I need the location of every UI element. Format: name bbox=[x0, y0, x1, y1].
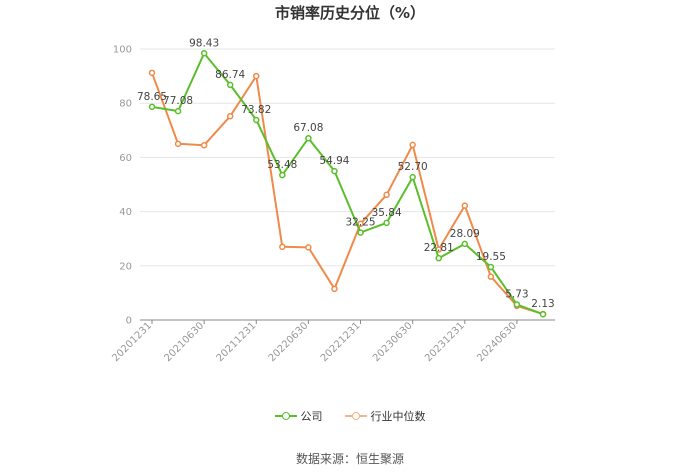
data-point bbox=[200, 50, 208, 57]
legend-item-company[interactable]: 公司 bbox=[274, 408, 323, 424]
data-label: 67.08 bbox=[293, 122, 323, 134]
x-tick-label: 20211231 bbox=[215, 320, 259, 364]
data-label: 53.48 bbox=[267, 159, 297, 171]
legend-item-industry-median[interactable]: 行业中位数 bbox=[344, 408, 426, 424]
data-point bbox=[383, 219, 390, 227]
data-point bbox=[461, 240, 469, 248]
series-line-1 bbox=[151, 72, 544, 315]
data-point bbox=[487, 273, 495, 280]
data-point bbox=[226, 112, 234, 120]
data-point bbox=[253, 116, 260, 124]
x-tick-label: 20201231 bbox=[110, 320, 154, 364]
data-point bbox=[305, 134, 312, 142]
data-point bbox=[279, 243, 286, 251]
data-point bbox=[383, 191, 390, 199]
y-tick-label: 80 bbox=[119, 99, 132, 110]
series-layer bbox=[148, 50, 547, 318]
data-label: 35.84 bbox=[372, 207, 402, 219]
data-point bbox=[174, 140, 182, 148]
legend: 公司 行业中位数 bbox=[0, 408, 700, 424]
data-label: 54.94 bbox=[319, 155, 349, 167]
x-tick-label: 20220630 bbox=[267, 320, 311, 364]
x-tick-label: 20240630 bbox=[475, 320, 519, 364]
legend-label-company: 公司 bbox=[300, 410, 323, 423]
legend-swatch-industry-median bbox=[344, 411, 367, 421]
data-label: 28.09 bbox=[450, 228, 480, 240]
data-point bbox=[226, 81, 234, 89]
data-point bbox=[513, 301, 521, 308]
x-tick-label: 20230630 bbox=[371, 320, 415, 364]
data-point bbox=[253, 72, 260, 80]
data-point bbox=[279, 171, 286, 179]
data-point bbox=[200, 141, 208, 149]
chart-title: 市销率历史分位（%） bbox=[274, 4, 426, 22]
y-tick-label: 40 bbox=[119, 207, 132, 218]
data-label: 78.65 bbox=[137, 91, 167, 103]
legend-label-industry-median: 行业中位数 bbox=[370, 410, 426, 423]
x-tick-label: 20210630 bbox=[162, 320, 206, 364]
data-label: 2.13 bbox=[531, 298, 554, 310]
data-label: 73.82 bbox=[241, 104, 271, 116]
data-point bbox=[435, 254, 442, 262]
y-tick-label: 0 bbox=[126, 316, 132, 327]
data-label: 19.55 bbox=[476, 251, 506, 263]
source-note: 数据来源：恒生聚源 bbox=[295, 452, 404, 466]
data-label: 32.25 bbox=[346, 217, 376, 229]
y-tick-label: 100 bbox=[113, 45, 132, 56]
x-tick-label: 20231231 bbox=[423, 320, 467, 364]
data-point bbox=[305, 244, 312, 251]
data-label: 52.70 bbox=[398, 161, 428, 173]
data-point bbox=[174, 107, 182, 115]
data-point bbox=[409, 141, 416, 149]
y-tick-label: 20 bbox=[119, 261, 132, 272]
data-point bbox=[409, 173, 416, 181]
data-point bbox=[461, 202, 469, 209]
legend-swatch-company bbox=[274, 411, 297, 421]
x-tick-label: 20221231 bbox=[319, 320, 363, 364]
data-label: 77.08 bbox=[163, 95, 193, 107]
data-point bbox=[148, 69, 156, 77]
data-label: 98.43 bbox=[189, 37, 219, 49]
data-point bbox=[331, 167, 338, 175]
data-point bbox=[148, 103, 156, 111]
data-label: 86.74 bbox=[215, 69, 245, 81]
data-point bbox=[331, 285, 338, 293]
data-label: 22.81 bbox=[424, 242, 454, 254]
data-point bbox=[539, 310, 547, 318]
data-point bbox=[487, 263, 495, 271]
data-point bbox=[357, 220, 364, 228]
data-point bbox=[357, 229, 364, 236]
grid-layer bbox=[140, 48, 555, 267]
y-tick-label: 60 bbox=[119, 153, 132, 164]
series-line-0 bbox=[151, 52, 544, 316]
data-label: 5.73 bbox=[505, 288, 528, 300]
